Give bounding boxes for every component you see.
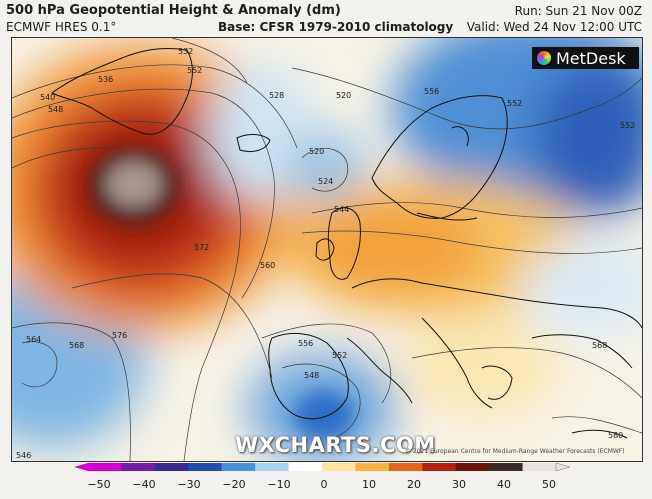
- colorbar-segment: [489, 463, 524, 471]
- colorbar-segment: [355, 463, 390, 471]
- valid-time-label: Valid: Wed 24 Nov 12:00 UTC: [466, 20, 642, 34]
- contour-label: 552: [332, 351, 347, 360]
- copyright-notice: © 2021 European Centre for Medium-Range …: [405, 448, 625, 455]
- colorbar-tick-label: 30: [452, 478, 466, 491]
- contour-label: 548: [304, 371, 319, 380]
- metdesk-logo: MetDesk: [532, 47, 639, 69]
- colorbar-tick-label: −10: [267, 478, 291, 491]
- colorbar-tick-label: 50: [542, 478, 556, 491]
- colorbar-tick-label: 40: [497, 478, 511, 491]
- metdesk-logo-icon: [537, 51, 551, 65]
- contour-label: 564: [26, 335, 41, 344]
- colorbar-segment: [221, 463, 256, 471]
- colorbar-arrow-max: [555, 462, 571, 472]
- colorbar-segment: [522, 463, 557, 471]
- contour-label: 528: [269, 91, 284, 100]
- colorbar-segment: [288, 463, 323, 471]
- colorbar-segment: [121, 463, 156, 471]
- run-time-label: Run: Sun 21 Nov 00Z: [514, 4, 642, 18]
- colorbar-segment: [188, 463, 223, 471]
- chart-title: 500 hPa Geopotential Height & Anomaly (d…: [6, 3, 341, 18]
- colorbar-tick-label: 0: [320, 478, 328, 491]
- climatology-base-label: Base: CFSR 1979-2010 climatology: [218, 20, 454, 34]
- contour-label: 552: [507, 99, 522, 108]
- coastlines: [51, 47, 642, 439]
- colorbar-tick-label: 10: [362, 478, 376, 491]
- contour-label: 556: [424, 87, 439, 96]
- contour-label: 524: [318, 177, 333, 186]
- contour-label: 520: [309, 147, 324, 156]
- contour-label: 568: [69, 341, 84, 350]
- contour-label: 580: [608, 431, 623, 440]
- contour-label: 560: [260, 261, 275, 270]
- contour-labels: 532 536 540 548 552 528 520 520 524 544 …: [16, 47, 635, 460]
- colorbar-segment: [88, 463, 122, 471]
- colorbar-segment: [455, 463, 490, 471]
- contour-label: 548: [48, 105, 63, 114]
- colorbar-segment: [154, 463, 189, 471]
- colorbar-segment: [422, 463, 457, 471]
- contour-label: 552: [187, 66, 202, 75]
- colorbar-tick-label: 20: [407, 478, 421, 491]
- contour-label: 576: [112, 331, 127, 340]
- wxcharts-watermark: WXCHARTS.COM: [235, 433, 436, 457]
- colorbar-tick-label: −20: [222, 478, 246, 491]
- contour-label: 544: [334, 205, 349, 214]
- metdesk-logo-text: MetDesk: [556, 48, 626, 68]
- anomaly-map: 532 536 540 548 552 528 520 520 524 544 …: [11, 37, 643, 462]
- contour-label: 546: [16, 451, 31, 460]
- colorbar-segment: [255, 463, 290, 471]
- colorbar-arrow-min: [74, 463, 88, 471]
- colorbar: [74, 462, 571, 472]
- contour-label: 520: [336, 91, 351, 100]
- contour-label: 532: [178, 47, 193, 56]
- contour-lines: [12, 38, 642, 461]
- colorbar-segment: [388, 463, 423, 471]
- contour-label: 556: [298, 339, 313, 348]
- contour-label: 552: [620, 121, 635, 130]
- colorbar-segment: [322, 463, 356, 471]
- contour-label: 572: [194, 243, 209, 252]
- colorbar-tick-label: −40: [132, 478, 156, 491]
- colorbar-tick-label: −30: [177, 478, 201, 491]
- contour-label: 568: [592, 341, 607, 350]
- colorbar-tick-label: −50: [87, 478, 111, 491]
- contour-label: 536: [98, 75, 113, 84]
- model-label: ECMWF HRES 0.1°: [6, 20, 117, 34]
- map-canvas: 532 536 540 548 552 528 520 520 524 544 …: [12, 38, 642, 461]
- contour-label: 540: [40, 93, 55, 102]
